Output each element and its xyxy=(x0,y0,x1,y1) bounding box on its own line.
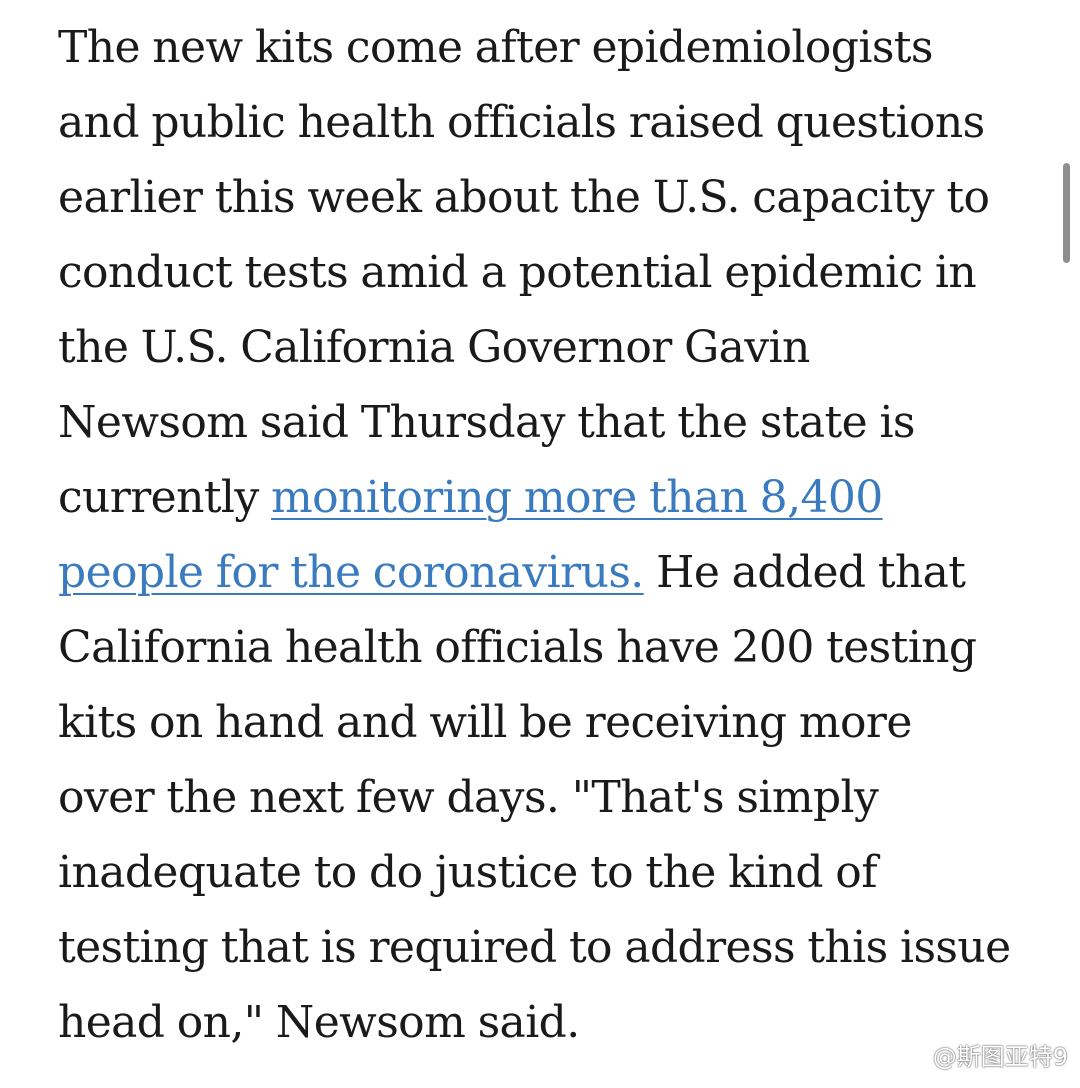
watermark-text: @斯图亚特9 xyxy=(932,1043,1068,1071)
paragraph-line: and public health officials raised quest… xyxy=(58,97,985,148)
paragraph-line: testing that is required to address this… xyxy=(58,922,1011,973)
paragraph-line: The new kits come after epidemiologists xyxy=(58,22,933,73)
paragraph-line: the U.S. California Governor Gavin xyxy=(58,322,810,373)
paragraph-line: Newsom said Thursday that the state is xyxy=(58,397,916,448)
coronavirus-monitoring-link[interactable]: monitoring more than 8,400 xyxy=(271,472,883,523)
paragraph-line: conduct tests amid a potential epidemic … xyxy=(58,247,977,298)
paragraph-text: He added that xyxy=(643,547,966,598)
coronavirus-monitoring-link[interactable]: people for the coronavirus. xyxy=(58,547,644,598)
paragraph-line: currently monitoring more than 8,400 xyxy=(58,460,1058,535)
paragraph-line: people for the coronavirus. He added tha… xyxy=(58,535,1058,610)
paragraph-line: over the next few days. "That's simply xyxy=(58,772,879,823)
article-paragraph: The new kits come after epidemiologists … xyxy=(58,10,1058,1060)
scrollbar-thumb[interactable] xyxy=(1063,163,1070,263)
watermark: @斯图亚特9 xyxy=(899,1037,1068,1072)
paragraph-line: head on," Newsom said. xyxy=(58,997,580,1048)
paragraph-line: California health officials have 200 tes… xyxy=(58,622,977,673)
paragraph-line: inadequate to do justice to the kind of xyxy=(58,847,877,898)
weibo-icon xyxy=(899,1045,927,1065)
paragraph-text: currently xyxy=(58,472,272,523)
paragraph-line: kits on hand and will be receiving more xyxy=(58,697,912,748)
paragraph-line: earlier this week about the U.S. capacit… xyxy=(58,172,990,223)
